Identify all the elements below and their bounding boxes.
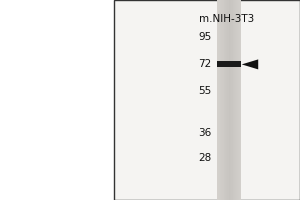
Bar <box>217 0 218 200</box>
Text: 28: 28 <box>198 153 212 163</box>
Text: 55: 55 <box>198 86 212 96</box>
Bar <box>232 0 233 200</box>
Bar <box>241 0 242 200</box>
Bar <box>233 0 234 200</box>
Bar <box>221 0 222 200</box>
Bar <box>231 0 232 200</box>
Bar <box>114 0 300 200</box>
Bar <box>217 61 242 67</box>
Bar <box>239 0 240 200</box>
Polygon shape <box>242 59 258 69</box>
Bar <box>218 0 219 200</box>
Text: 72: 72 <box>198 59 212 69</box>
Text: 95: 95 <box>198 32 212 42</box>
Text: 36: 36 <box>198 128 212 138</box>
Bar <box>240 0 241 200</box>
Bar <box>222 0 223 200</box>
Bar <box>228 0 229 200</box>
Bar <box>225 0 226 200</box>
Bar <box>224 0 225 200</box>
Bar <box>227 0 228 200</box>
Bar <box>226 0 227 200</box>
Bar <box>223 0 224 200</box>
Text: m.NIH-3T3: m.NIH-3T3 <box>199 14 254 24</box>
Bar <box>230 0 231 200</box>
Bar <box>237 0 238 200</box>
Bar <box>234 0 235 200</box>
Bar <box>229 0 230 200</box>
Bar <box>235 0 236 200</box>
Bar <box>220 0 221 200</box>
Bar <box>236 0 237 200</box>
Bar <box>238 0 239 200</box>
Bar <box>219 0 220 200</box>
